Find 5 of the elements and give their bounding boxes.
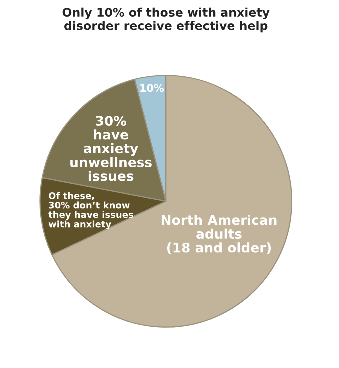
slice-label: 30% have anxiety unwellness issues [70, 116, 152, 182]
slice-label: North American adults (18 and older) [162, 215, 277, 254]
chart-title: Only 10% of those with anxiety disorder receive effective help [62, 8, 270, 33]
slice-label: Of these, 30% don’t know they have issues with anxiety [48, 192, 134, 230]
slice-label: 10% [140, 84, 164, 92]
